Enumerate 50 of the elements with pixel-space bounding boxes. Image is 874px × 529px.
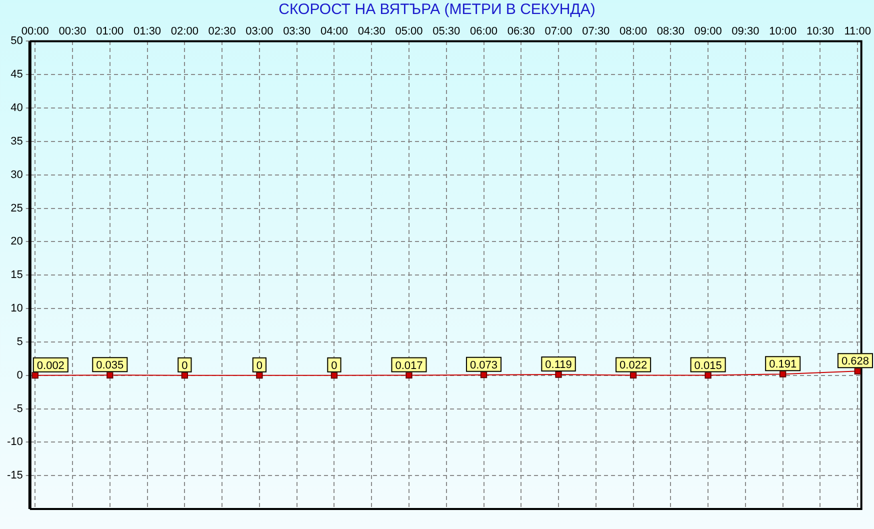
- y-tick-label: 50: [10, 35, 23, 48]
- y-tick-label: 5: [16, 336, 23, 348]
- data-label: 0: [256, 360, 263, 372]
- x-tick-label: 09:30: [732, 26, 760, 38]
- y-tick-label: 40: [10, 102, 23, 114]
- x-tick-label: 08:30: [656, 26, 684, 38]
- x-tick-label: 03:30: [283, 26, 311, 38]
- x-tick-label: 00:00: [21, 26, 49, 38]
- x-tick-label: 04:00: [320, 26, 348, 38]
- x-tick-label: 02:00: [170, 26, 198, 38]
- data-label: 0.002: [36, 360, 64, 372]
- y-tick-label: 30: [10, 168, 23, 181]
- x-tick-label: 01:30: [134, 26, 162, 38]
- y-tick-label: 45: [10, 68, 23, 81]
- y-tick-label: 35: [10, 135, 23, 148]
- data-label: 0.022: [620, 360, 648, 372]
- y-tick-label: -5: [13, 402, 23, 415]
- x-tick-label: 07:00: [544, 26, 572, 38]
- data-label: 0.035: [96, 360, 124, 372]
- x-tick-label: 08:00: [620, 26, 648, 38]
- data-label: 0.073: [470, 359, 498, 372]
- x-tick-label: 02:30: [208, 26, 236, 38]
- data-label: 0.628: [841, 356, 869, 368]
- data-label: 0.119: [545, 359, 572, 372]
- x-tick-label: 05:00: [395, 26, 423, 38]
- x-tick-label: 06:30: [507, 26, 535, 38]
- y-tick-label: -10: [6, 436, 23, 448]
- y-tick-label: 0: [16, 369, 23, 382]
- x-tick-label: 09:00: [694, 26, 722, 38]
- x-tick-label: 07:30: [582, 26, 610, 38]
- data-label: 0: [331, 360, 338, 372]
- x-tick-label: 05:30: [432, 26, 460, 38]
- x-tick-label: 03:00: [246, 26, 274, 38]
- data-label: 0: [182, 360, 188, 372]
- x-tick-label: 10:30: [806, 26, 834, 38]
- chart-title: СКОРОСТ НА ВЯТЪРА (МЕТРИ В СЕКУНДА): [278, 1, 596, 18]
- data-label: 0.015: [694, 360, 722, 372]
- y-tick-label: -15: [6, 470, 23, 482]
- x-tick-label: 11:00: [844, 26, 871, 38]
- x-tick-label: 04:30: [358, 26, 386, 38]
- y-tick-label: 25: [10, 202, 23, 214]
- data-label: 0.017: [395, 360, 423, 372]
- x-tick-label: 10:00: [769, 26, 797, 38]
- x-tick-label: 06:00: [470, 26, 498, 38]
- x-tick-label: 01:00: [96, 26, 124, 38]
- data-label: 0.191: [769, 358, 797, 371]
- y-tick-label: 10: [10, 302, 23, 315]
- y-tick-label: 15: [10, 269, 23, 282]
- y-tick-label: 20: [10, 236, 23, 248]
- x-tick-label: 00:30: [58, 26, 86, 38]
